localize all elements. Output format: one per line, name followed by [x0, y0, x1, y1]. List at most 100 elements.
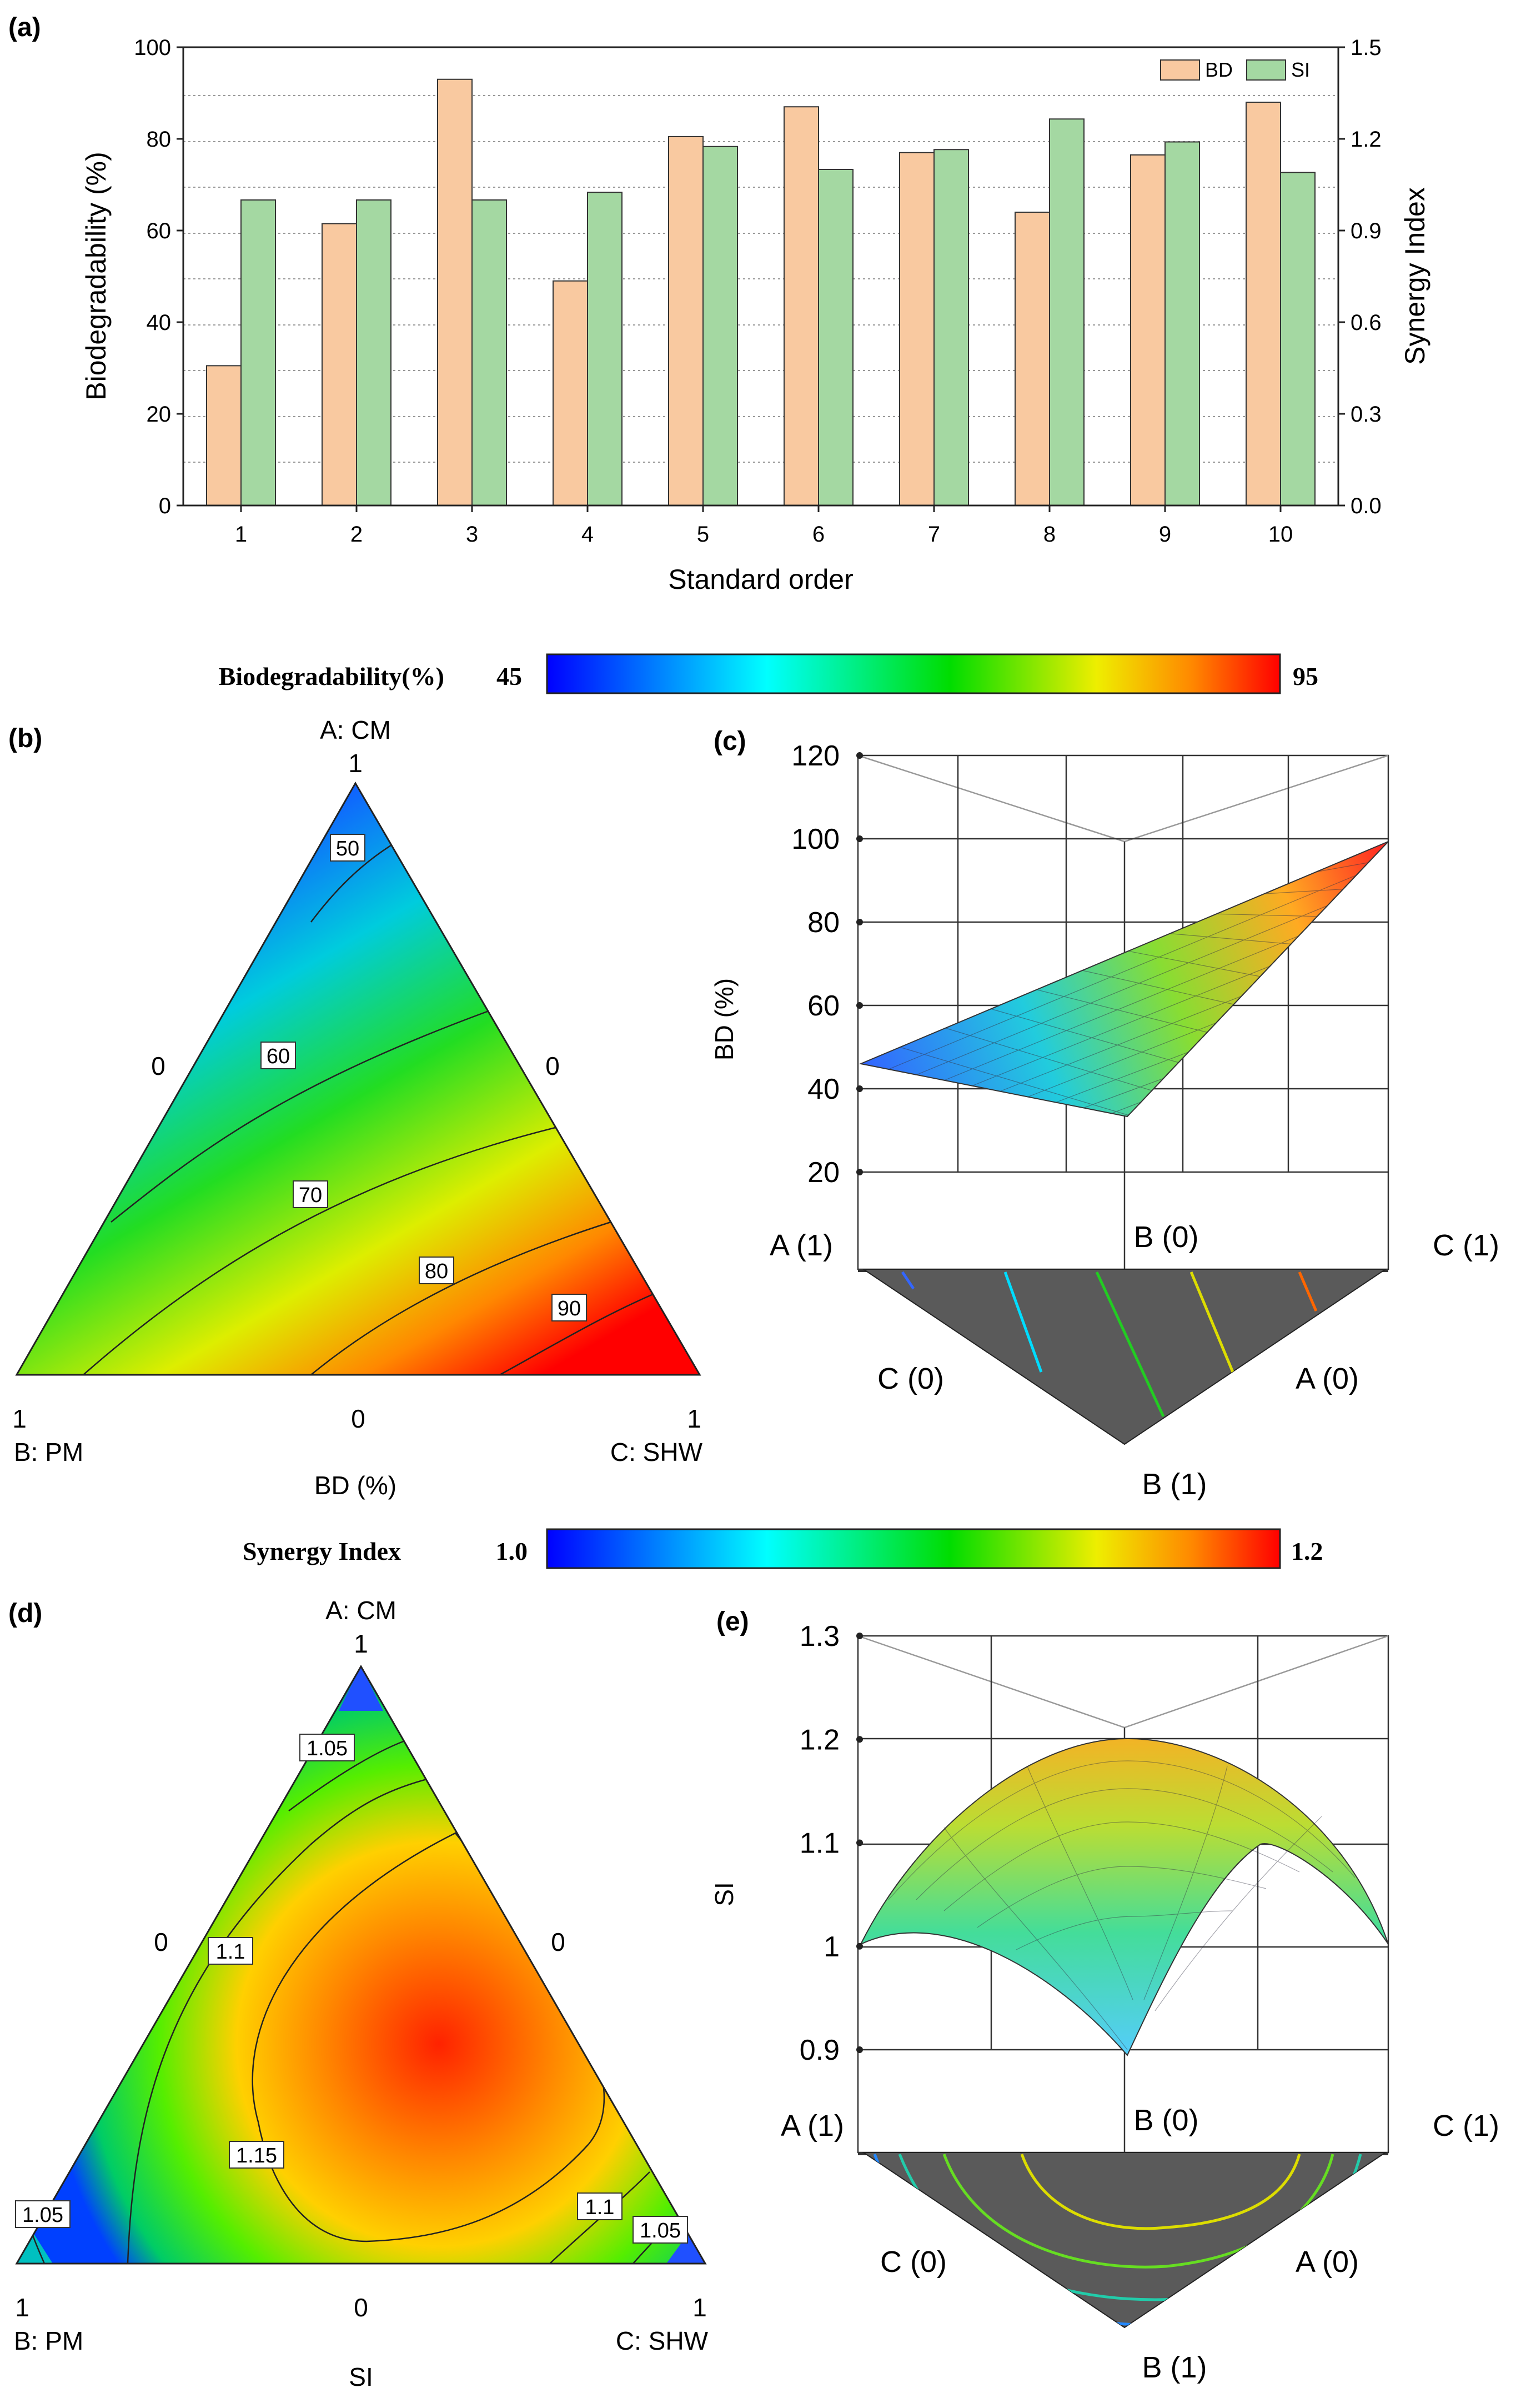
contour-labels: 50 60 70 80 90	[260, 834, 587, 1321]
contour-label-90: 90	[558, 1297, 581, 1320]
corner-label-b1: B (1)	[1142, 2351, 1207, 2384]
contour-label-1.1-left: 1.1	[216, 1940, 245, 1964]
vertex-label-left: B: PM	[14, 2326, 83, 2355]
contour-labels: 1.05 1.1 1.15 1.1 1.05 1.05	[15, 1734, 688, 2244]
z-axis-title-bd: BD (%)	[710, 978, 739, 1060]
y-tick-label: 20	[147, 402, 172, 427]
box-frame	[857, 754, 1389, 1270]
panel-label-a: (a)	[8, 13, 41, 42]
left-axis-ticks: 0 20 40 60 80 100	[134, 36, 183, 518]
x-tick-label: 2	[350, 522, 363, 547]
bar-chart-panel-a: (a) 0 20 40 60 80 100 0.0 0.3 0.6 0.9 1.2 1.5 1 2 3 4…	[8, 13, 1430, 595]
vertex-value-left: 1	[12, 1404, 27, 1433]
y2-tick-label: 1.2	[1351, 127, 1382, 152]
z-tick-label: 100	[791, 823, 840, 855]
bar-si-4	[587, 192, 623, 506]
bar-bd-4	[553, 280, 588, 506]
z-tick-label: 0.9	[800, 2034, 840, 2066]
panel-label-c: (c)	[714, 727, 746, 756]
z-tick-label: 40	[807, 1073, 840, 1105]
z-tick-label: 1.3	[800, 1620, 840, 1653]
legend-swatch-bd	[1160, 59, 1200, 81]
z-tick-dot	[856, 1943, 863, 1950]
contour-line-90	[499, 1288, 667, 1375]
bar-bd-9	[1130, 154, 1166, 506]
z-tick-dot	[856, 1633, 863, 1639]
colorbar-bd-max: 95	[1293, 662, 1318, 690]
z-tick-dot	[856, 752, 863, 759]
base-contour-map	[861, 2152, 1388, 2329]
contour-label-1.05-top: 1.05	[307, 1737, 348, 1760]
colorbar-bd-label: Biodegradability(%)	[219, 662, 444, 690]
bar-si-1	[240, 199, 276, 506]
x-tick-label: 10	[1268, 522, 1293, 547]
y-tick-label: 100	[134, 36, 171, 60]
y2-tick-label: 0.3	[1351, 402, 1382, 427]
y-tick-label: 0	[159, 494, 171, 518]
response-surface-si	[859, 1738, 1389, 2056]
bar-si-7	[933, 149, 969, 506]
side-zero-bottom: 0	[351, 1404, 365, 1433]
bar-si-9	[1164, 141, 1200, 506]
vertex-label-right: C: SHW	[616, 2326, 709, 2355]
z-tick-label: 80	[807, 907, 840, 939]
corner-label-b0: B (0)	[1133, 2104, 1198, 2137]
base-contour-lines	[901, 1271, 1318, 1418]
z-tick-dot	[856, 835, 863, 842]
bar-bd-10	[1246, 102, 1281, 506]
z-axis-ticks: 20 40 60 80 100 120	[791, 740, 863, 1189]
corner-label-c0: C (0)	[880, 2245, 947, 2279]
z-tick-dot	[856, 1839, 863, 1846]
ternary-panel-b: (b) 50 60 70 80 90 A: CM 1 0 0 1	[8, 715, 703, 1500]
z-tick-dot	[856, 1736, 863, 1743]
x-tick-label: 7	[928, 522, 940, 547]
z-tick-dot	[856, 1169, 863, 1175]
y-tick-label: 60	[147, 219, 172, 243]
legend: BD SI	[1160, 58, 1310, 81]
vertex-label-left: B: PM	[14, 1438, 83, 1466]
contour-line-60	[111, 1010, 489, 1223]
y-axis-title: Biodegradability (%)	[81, 152, 112, 400]
ternary-panel-d: (d) 1.05 1.1 1.15 1.1 1.05	[8, 1596, 709, 2391]
bar-bd-2	[322, 223, 357, 506]
ternary-surface	[17, 1666, 705, 2264]
corner-label-c0: C (0)	[877, 1362, 944, 1395]
colorbar-bd: Biodegradability(%) 45 95	[219, 653, 1318, 694]
bar-si-6	[818, 169, 854, 506]
contour-label-50: 50	[336, 837, 359, 860]
bar-si-5	[702, 146, 738, 506]
contour-label-80: 80	[425, 1260, 448, 1283]
bar-bd-5	[668, 136, 704, 506]
bar-bd-7	[899, 152, 935, 506]
bar-si-8	[1049, 118, 1085, 506]
x-tick-label: 5	[697, 522, 709, 547]
contour-label-1.05-left: 1.05	[22, 2204, 63, 2227]
vertex-value-top: 1	[348, 749, 363, 778]
ternary-title-si: SI	[349, 2362, 373, 2391]
side-zero-right: 0	[545, 1052, 560, 1080]
ternary-surface	[17, 783, 700, 1375]
contour-label-box	[15, 2200, 71, 2228]
contour-label-60: 60	[267, 1045, 290, 1068]
colorbar-bd-gradient	[546, 653, 1281, 694]
vertex-value-right: 1	[692, 2293, 707, 2322]
panel-label-b: (b)	[8, 724, 42, 753]
bar-bd-8	[1015, 212, 1050, 506]
surface-panel-e: (e)	[710, 1607, 1499, 2384]
corner-label-a1: A (1)	[781, 2109, 844, 2142]
contour-label-box	[330, 834, 365, 862]
y2-tick-label: 0.9	[1351, 219, 1382, 243]
contour-label-box	[208, 1937, 253, 1965]
contour-label-70: 70	[299, 1184, 322, 1207]
legend-label-bd: BD	[1205, 58, 1233, 81]
colorbar-si-gradient	[546, 1528, 1281, 1569]
vertex-value-left: 1	[15, 2293, 29, 2322]
vertex-label-right: C: SHW	[610, 1438, 703, 1466]
contour-label-box	[551, 1294, 587, 1321]
colorbar-si-min: 1.0	[496, 1537, 528, 1565]
surface-mesh	[861, 842, 1388, 1117]
base-contour-map	[861, 1269, 1388, 1445]
side-zero-bottom: 0	[354, 2293, 368, 2322]
surface-axis-labels: A (1) B (0) C (1) C (0) A (0) B (1)	[770, 1220, 1499, 1501]
